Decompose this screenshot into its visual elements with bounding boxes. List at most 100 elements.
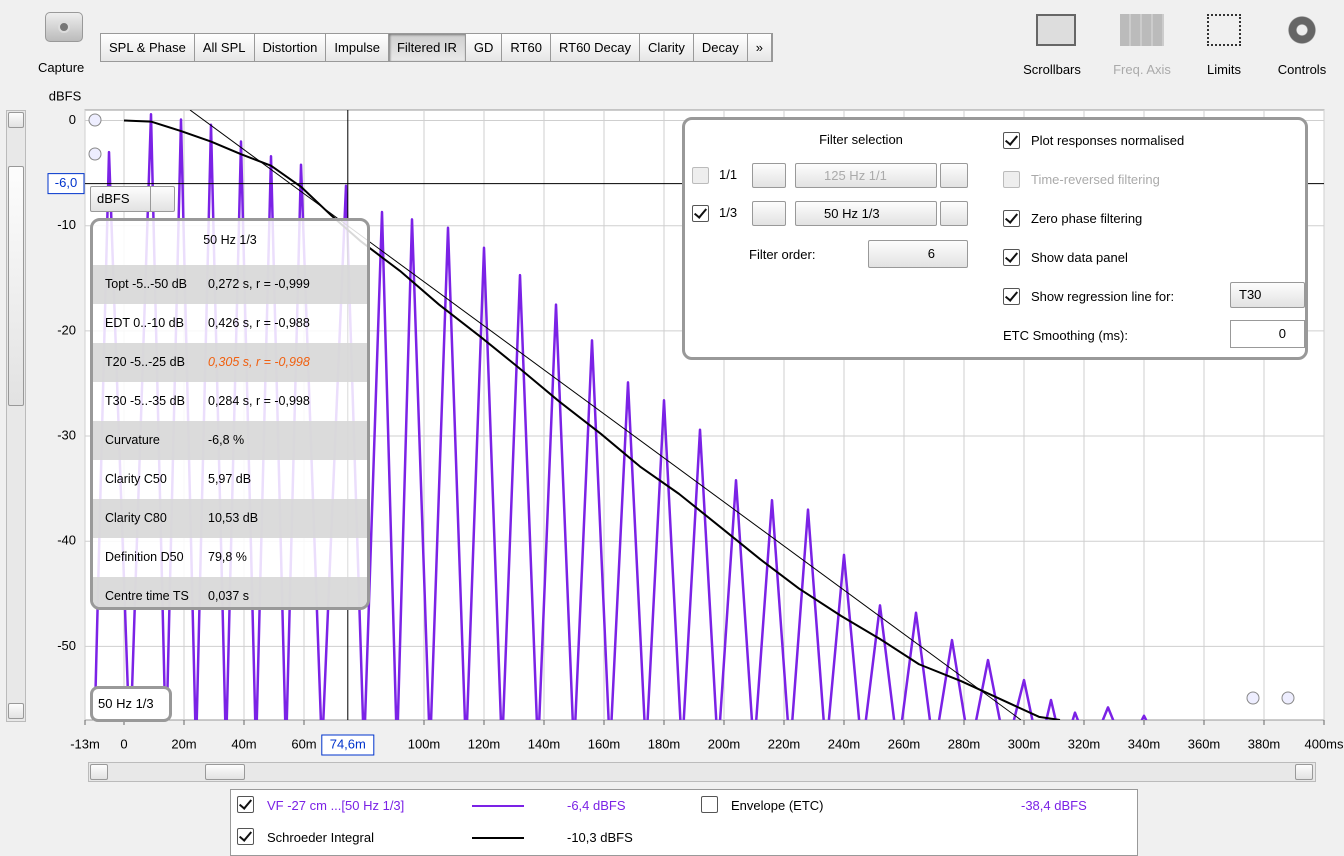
tab[interactable]: SPL & Phase — [101, 34, 195, 61]
filter-order-label: Filter order: — [749, 247, 816, 262]
x-tick-label: 100m — [408, 736, 441, 751]
band-label: 50 Hz 1/3 — [90, 686, 172, 722]
row-value: 0,426 s, r = -0,988 — [208, 316, 310, 330]
tab[interactable]: Filtered IR — [388, 34, 466, 61]
tool-label[interactable]: Scrollbars — [1023, 62, 1081, 77]
option-label: Show data panel — [1031, 250, 1128, 265]
x-tick-label: 20m — [171, 736, 196, 751]
row-value: 0,272 s, r = -0,999 — [208, 277, 310, 291]
row-value: 10,53 dB — [208, 511, 259, 525]
v-scrollbar[interactable] — [6, 110, 26, 722]
band-dropdown[interactable]: 125 Hz 1/1 — [795, 163, 937, 188]
x-tick-label: -13m — [70, 736, 100, 751]
row-label: EDT 0..-10 dB — [105, 316, 184, 330]
tab[interactable]: RT60 Decay — [550, 34, 640, 61]
regression-dropdown[interactable]: T30 — [1230, 282, 1305, 308]
tab[interactable]: Impulse — [326, 34, 389, 61]
filter-title: Filter selection — [819, 132, 903, 147]
tab[interactable]: Distortion — [254, 34, 327, 61]
scroll-right[interactable] — [1295, 764, 1313, 780]
checkbox[interactable] — [1003, 249, 1020, 266]
data-panel-title: 50 Hz 1/3 — [203, 233, 257, 247]
legend-swatch — [472, 837, 524, 839]
tool-icon[interactable] — [1207, 14, 1241, 46]
legend-readout: -38,4 dBFS — [1021, 798, 1087, 813]
prev-button[interactable] — [752, 201, 786, 226]
zoom-icon — [1281, 691, 1295, 705]
series-line — [123, 119, 1061, 720]
scroll-up[interactable] — [8, 112, 24, 128]
tab[interactable]: All SPL — [194, 34, 255, 61]
scroll-thumb[interactable] — [8, 166, 24, 406]
capture-label[interactable]: Capture — [38, 60, 85, 75]
zoom-icon — [1246, 691, 1260, 705]
checkbox[interactable] — [1003, 288, 1020, 305]
zoom-icon — [88, 113, 102, 127]
legend-name: Envelope (ETC) — [731, 798, 824, 813]
x-tick-label: 240m — [828, 736, 861, 751]
tool-label[interactable]: Freq. Axis — [1113, 62, 1171, 77]
band-dropdown[interactable]: 50 Hz 1/3 — [795, 201, 937, 226]
y-tick-label: -10 — [57, 217, 76, 232]
checkbox[interactable] — [1003, 132, 1020, 149]
checkbox[interactable] — [692, 167, 709, 184]
legend-name: VF -27 cm ...[50 Hz 1/3] — [267, 798, 405, 813]
x-tick-label: 180m — [648, 736, 681, 751]
data-rows: Topt -5..-50 dB 0,272 s, r = -0,999 EDT 0.… — [93, 265, 367, 607]
band-label: 1/3 — [719, 205, 738, 220]
filter-order-dropdown[interactable]: 6 — [868, 240, 968, 268]
tool-icon[interactable] — [1280, 14, 1324, 46]
y-tick-label: 0 — [69, 112, 76, 127]
tab[interactable]: RT60 — [502, 34, 551, 61]
tab[interactable]: GD — [465, 34, 503, 61]
data-row: Topt -5..-50 dB 0,272 s, r = -0,999 — [93, 265, 367, 304]
row-label: Curvature — [105, 433, 160, 447]
checkbox[interactable] — [692, 205, 709, 222]
scroll-thumb[interactable] — [205, 764, 245, 780]
x-tick-label: 40m — [231, 736, 256, 751]
tab[interactable]: » — [747, 34, 772, 61]
row-value: 0,284 s, r = -0,998 — [208, 394, 310, 408]
row-label: Topt -5..-50 dB — [105, 277, 187, 291]
etc-label: ETC Smoothing (ms): — [1003, 328, 1128, 343]
checkbox[interactable] — [1003, 210, 1020, 227]
dropdown-arrow[interactable] — [150, 187, 174, 211]
x-tick-label: 280m — [948, 736, 981, 751]
x-tick-label: 400ms — [1304, 736, 1344, 751]
scroll-left[interactable] — [90, 764, 108, 780]
prev-button[interactable] — [752, 163, 786, 188]
x-tick-label: 200m — [708, 736, 741, 751]
x-tick-label: 120m — [468, 736, 501, 751]
checkbox[interactable] — [237, 796, 254, 813]
x-tick-label: 220m — [768, 736, 801, 751]
legend-name: Schroeder Integral — [267, 830, 374, 845]
next-button[interactable] — [940, 201, 968, 226]
x-tick-label: 60m — [291, 736, 316, 751]
x-tick-label: 300m — [1008, 736, 1041, 751]
tab[interactable]: Clarity — [640, 34, 694, 61]
data-row: Definition D50 79,8 % — [93, 538, 367, 577]
checkbox[interactable] — [1003, 171, 1020, 188]
checkbox[interactable] — [237, 828, 254, 845]
x-tick-label: 140m — [528, 736, 561, 751]
tool-icon[interactable] — [1120, 14, 1164, 46]
data-row: Centre time TS 0,037 s — [93, 577, 367, 607]
scroll-down[interactable] — [8, 703, 24, 719]
data-row: Clarity C80 10,53 dB — [93, 499, 367, 538]
capture-icon[interactable] — [45, 12, 83, 42]
tool-label[interactable]: Controls — [1277, 62, 1327, 77]
x-tick-label: 320m — [1068, 736, 1101, 751]
tool-label[interactable]: Limits — [1207, 62, 1241, 77]
unit-dropdown[interactable]: dBFS — [90, 186, 175, 212]
data-panel: 50 Hz 1/3 Topt -5..-50 dB 0,272 s, r = -0,… — [90, 218, 370, 610]
etc-spinner[interactable]: 0 — [1230, 320, 1305, 348]
y-tick-label: -20 — [57, 322, 76, 337]
tool-icon[interactable] — [1036, 14, 1076, 46]
next-button[interactable] — [940, 163, 968, 188]
tab[interactable]: Decay — [693, 34, 748, 61]
row-value: 0,037 s — [208, 589, 250, 603]
h-scrollbar[interactable] — [88, 762, 1316, 782]
y-tick-label: -30 — [57, 427, 76, 442]
checkbox[interactable] — [701, 796, 718, 813]
x-tick-label: 160m — [588, 736, 621, 751]
